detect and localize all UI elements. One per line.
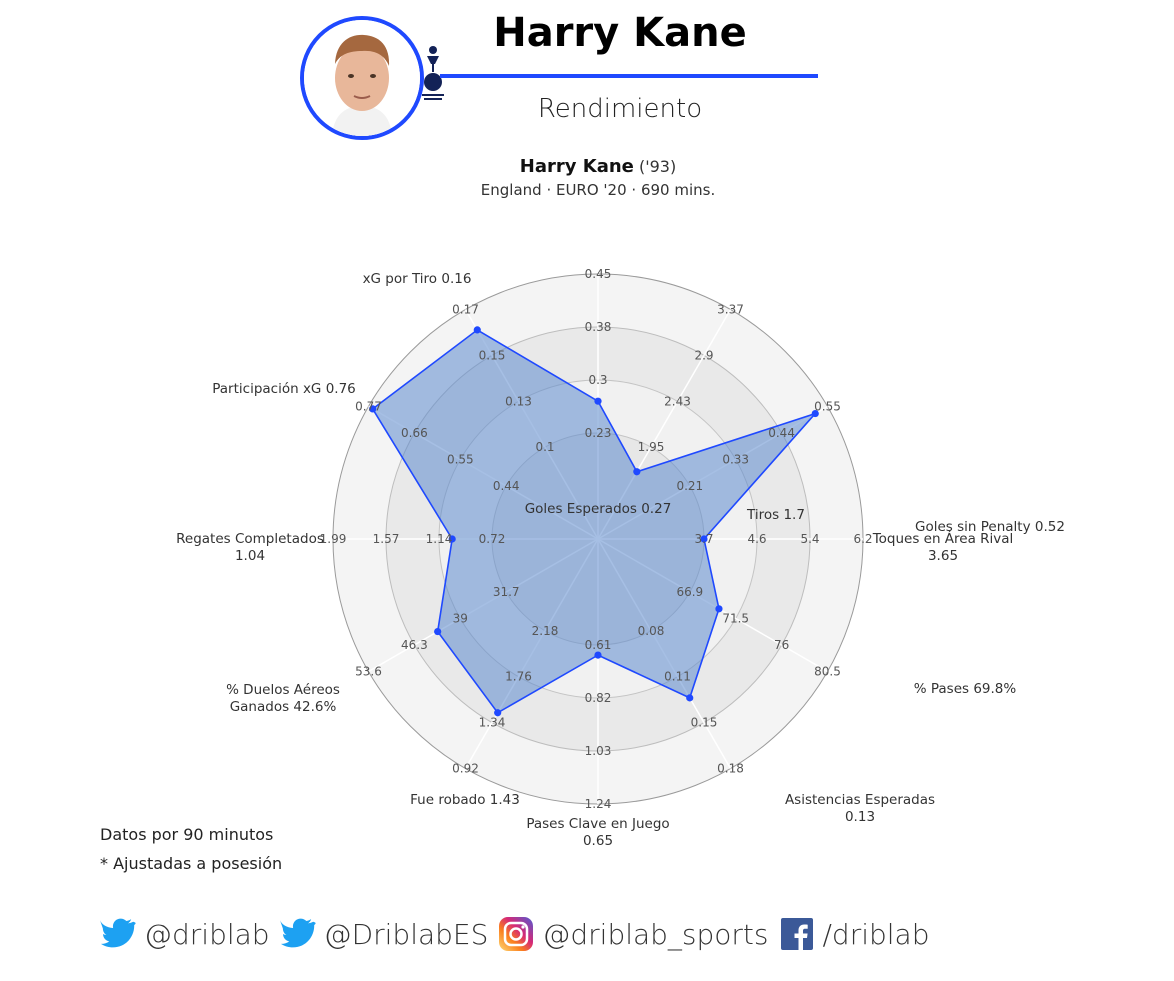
chart-meta: England · EURO '20 · 690 mins. [480, 181, 716, 199]
chart-player-name: Harry Kane [519, 156, 634, 177]
radar-axis-label: Tiros 1.7 [746, 507, 805, 523]
radar-axis-label: Fue robado 1.43 [410, 792, 520, 808]
radar-tick-label: 0.61 [585, 638, 612, 652]
instagram-icon[interactable] [498, 916, 534, 952]
radar-tick-label: 0.45 [585, 267, 612, 281]
radar-point-5 [715, 605, 723, 613]
radar-tick-label: 3.7 [694, 532, 713, 546]
radar-tick-label: 1.95 [638, 440, 665, 454]
twitter-handle-es[interactable]: @DriblabES [323, 917, 489, 951]
radar-tick-label: 4.6 [747, 532, 766, 546]
note-possession: * Ajustadas a posesión [100, 854, 283, 873]
radar-tick-label: 0.08 [638, 624, 665, 638]
radar-tick-label: 0.38 [585, 320, 612, 334]
radar-tick-label: 0.77 [355, 400, 382, 414]
radar-tick-label: 2.9 [694, 348, 713, 362]
chart-player-year: ('93) [638, 157, 677, 176]
radar-tick-label: 1.14 [426, 532, 453, 546]
radar-axis-label: Goles Esperados 0.27 [525, 501, 672, 517]
radar-tick-label: 66.9 [676, 585, 703, 599]
radar-axis-label: % Pases 69.8% [914, 681, 1017, 697]
radar-axis-label: xG por Tiro 0.16 [363, 271, 472, 287]
club-crest-icon [418, 42, 448, 108]
radar-tick-label: 0.72 [479, 532, 506, 546]
radar-tick-label: 71.5 [722, 612, 749, 626]
radar-tick-label: 0.11 [664, 670, 691, 684]
twitter-icon[interactable] [100, 916, 136, 952]
chart-notes: Datos por 90 minutos * Ajustadas a poses… [100, 820, 282, 878]
radar-tick-label: 2.43 [664, 394, 691, 408]
radar-tick-label: 46.3 [401, 638, 428, 652]
radar-tick-label: 0.92 [452, 761, 479, 775]
radar-point-6 [686, 694, 694, 702]
radar-tick-label: 0.33 [722, 453, 749, 467]
radar-tick-label: 2.18 [532, 624, 559, 638]
radar-point-8 [494, 709, 502, 717]
radar-tick-label: 76 [774, 638, 789, 652]
radar-axis-label: Goles sin Penalty 0.52 [915, 519, 1065, 535]
twitter-handle-en[interactable]: @driblab [144, 917, 270, 951]
radar-tick-label: 0.15 [479, 348, 506, 362]
radar-tick-label: 0.3 [588, 373, 607, 387]
radar-tick-label: 5.4 [800, 532, 819, 546]
radar-tick-label: 1.76 [505, 670, 532, 684]
facebook-handle[interactable]: /driblab [822, 917, 930, 951]
page-title: Harry Kane [493, 10, 747, 56]
player-avatar [300, 16, 424, 140]
radar-tick-label: 3.37 [717, 303, 744, 317]
twitter-icon[interactable] [279, 916, 316, 952]
radar-tick-label: 0.18 [717, 761, 744, 775]
radar-point-3 [811, 409, 819, 418]
radar-point-1 [594, 397, 602, 405]
radar-tick-label: 31.7 [493, 585, 520, 599]
radar-axis-label: Participación xG 0.76 [212, 381, 356, 397]
radar-tick-label: 53.6 [355, 665, 382, 679]
header: Harry Kane Rendimiento [0, 0, 1174, 150]
radar-tick-label: 0.17 [452, 303, 479, 317]
radar-tick-label: 1.24 [585, 797, 612, 811]
radar-tick-label: 0.66 [401, 426, 428, 440]
radar-point-10 [448, 535, 456, 543]
radar-axis-label: Regates Completados 1.04 [176, 531, 324, 564]
radar-tick-label: 80.5 [814, 665, 841, 679]
radar-point-2 [633, 468, 641, 476]
radar-tick-label: 1.57 [373, 532, 400, 546]
radar-tick-label: 0.44 [493, 479, 520, 493]
radar-tick-label: 0.55 [814, 400, 841, 414]
radar-tick-label: 0.15 [691, 716, 718, 730]
facebook-icon[interactable] [779, 916, 815, 952]
radar-point-12 [473, 326, 481, 334]
radar-tick-label: 6.2 [853, 532, 872, 546]
radar-point-4 [700, 535, 708, 543]
note-per90: Datos por 90 minutos [100, 825, 274, 844]
radar-axis-label: Asistencias Esperadas 0.13 [785, 792, 935, 825]
radar-tick-label: 0.55 [447, 453, 474, 467]
radar-point-7 [594, 651, 602, 659]
radar-axis-label: % Duelos Aéreos Ganados 42.6% [226, 682, 340, 715]
chart-header: Harry Kane ('93) England · EURO '20 · 69… [0, 156, 1174, 199]
radar-tick-label: 0.44 [768, 426, 795, 440]
player-photo-icon [304, 20, 420, 136]
radar-tick-label: 0.23 [585, 426, 612, 440]
radar-tick-label: 1.34 [479, 716, 506, 730]
radar-axis-label: Pases Clave en Juego 0.65 [526, 816, 669, 849]
radar-tick-label: 1.03 [585, 744, 612, 758]
title-divider [440, 74, 818, 78]
social-bar: @driblab @DriblabES @driblab_sports /dri… [100, 910, 939, 958]
radar-tick-label: 1.99 [320, 532, 347, 546]
radar-axis-label: Toques en Área Rival 3.65 [872, 530, 1014, 564]
radar-tick-label: 0.13 [505, 394, 532, 408]
radar-tick-label: 39 [453, 612, 468, 626]
radar-tick-label: 0.1 [535, 440, 554, 454]
radar-tick-label: 0.82 [585, 691, 612, 705]
radar-point-11 [369, 405, 377, 413]
radar-tick-label: 0.21 [676, 479, 703, 493]
instagram-handle[interactable]: @driblab_sports [542, 917, 769, 951]
radar-point-9 [434, 627, 442, 636]
page-subtitle: Rendimiento [537, 94, 703, 124]
